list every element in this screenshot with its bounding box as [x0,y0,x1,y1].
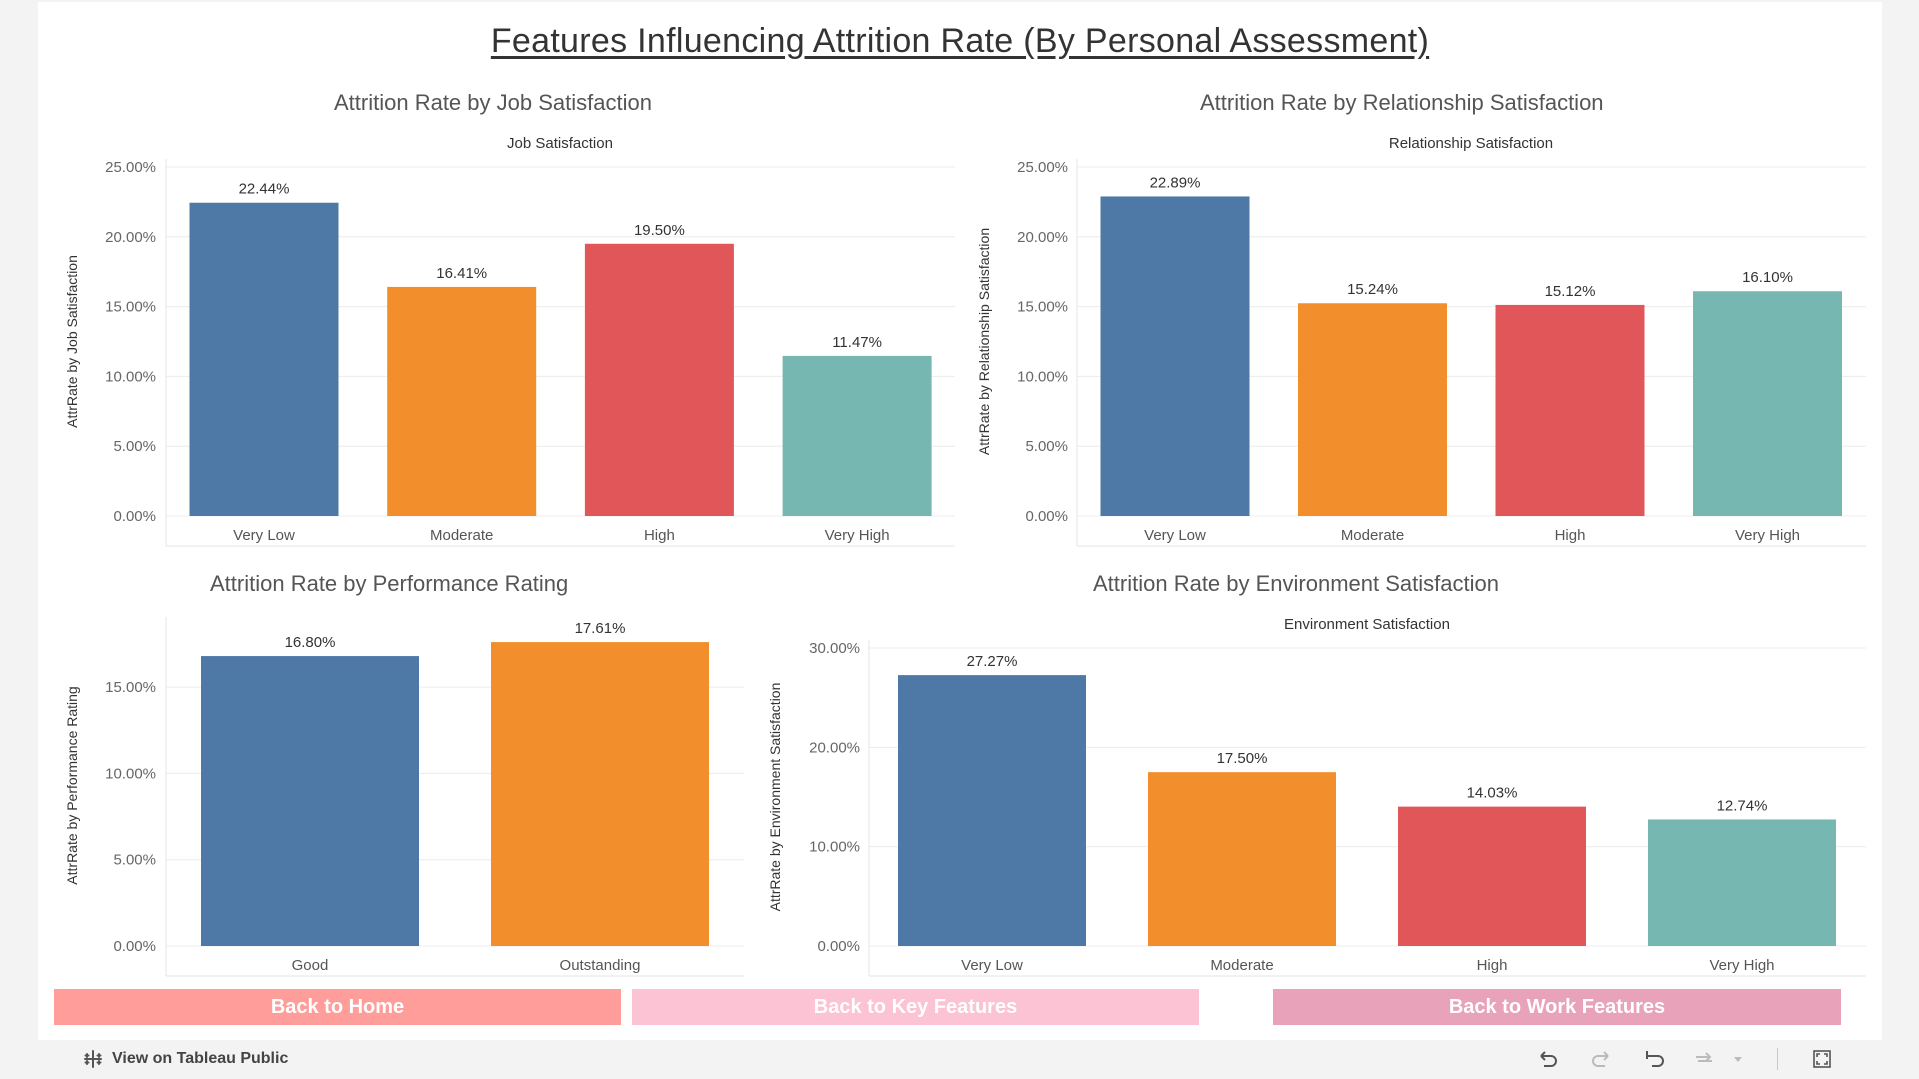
y-tick-label: 30.00% [809,640,860,657]
bar [1693,291,1842,516]
data-label: 15.24% [1347,281,1398,298]
bar [1398,806,1586,946]
y-tick-label: 5.00% [1025,438,1068,455]
charts-layer: 0.00% 5.00% 10.00% 15.00% 20.00% 25.00% Job Sa… [64,135,1866,977]
page-title: Features Influencing Attrition Rate (By … [490,22,1430,60]
x-tick-label: High [1477,957,1508,974]
data-label: 22.89% [1150,174,1201,191]
bar [898,675,1086,946]
data-label: 17.50% [1217,750,1268,767]
x-tick-label: Very Low [233,527,295,544]
bar [1495,304,1645,516]
dropdown-icon[interactable] [1725,1046,1751,1072]
y-axis-label: AttrRate by Job Satisfaction [64,255,80,428]
back-to-home-button[interactable]: Back to Home [54,989,621,1025]
footer-toolbar: View on Tableau Public [0,1040,1919,1079]
y-tick-label: 20.00% [1017,229,1068,246]
panel-title-job-satisfaction: Attrition Rate by Job Satisfaction [334,90,652,115]
x-tick-label: Very High [825,527,890,544]
y-tick-label: 25.00% [105,159,156,176]
tableau-logo-icon [84,1050,102,1068]
panel-title-environment-satisfaction: Attrition Rate by Environment Satisfacti… [1093,571,1499,596]
x-tick-label: Very Low [1144,527,1206,544]
data-label: 16.41% [436,265,487,282]
y-tick-label: 10.00% [105,765,156,782]
data-label: 15.12% [1545,283,1596,300]
chart-subtitle: Environment Satisfaction [1284,616,1450,633]
data-label: 16.10% [1742,269,1793,286]
x-tick-label: Moderate [1341,527,1404,544]
y-tick-label: 0.00% [817,938,860,955]
bar [1100,196,1250,516]
bar [1648,819,1836,946]
x-tick-label: Outstanding [560,957,641,974]
x-tick-label: Moderate [1210,957,1273,974]
y-axis-label: AttrRate by Environment Satisfaction [767,683,783,912]
y-tick-label: 15.00% [1017,299,1068,316]
redo-icon[interactable] [1588,1046,1614,1072]
y-tick-label: 0.00% [113,508,156,525]
data-label: 17.61% [575,620,626,637]
chart-subtitle: Relationship Satisfaction [1389,135,1553,152]
x-tick-label: Good [292,957,329,974]
bar [491,642,709,946]
y-tick-label: 10.00% [105,368,156,385]
back-to-work-features-button[interactable]: Back to Work Features [1273,989,1841,1025]
y-tick-label: 20.00% [809,739,860,756]
y-tick-label: 25.00% [1017,159,1068,176]
panel-title-performance-rating: Attrition Rate by Performance Rating [210,571,569,596]
x-tick-label: Very High [1709,957,1774,974]
y-axis-label: AttrRate by Relationship Satisfaction [976,228,992,455]
y-axis-label: AttrRate by Performance Rating [64,686,80,884]
data-label: 16.80% [285,634,336,651]
data-label: 27.27% [967,653,1018,670]
y-tick-label: 15.00% [105,679,156,696]
revert-icon[interactable] [1642,1046,1668,1072]
y-tick-label: 0.00% [1025,508,1068,525]
y-tick-label: 15.00% [105,299,156,316]
data-label: 14.03% [1467,785,1518,802]
x-tick-label: Very High [1735,527,1800,544]
y-tick-label: 10.00% [1017,368,1068,385]
x-tick-label: Moderate [430,527,493,544]
panel-title-relationship-satisfaction: Attrition Rate by Relationship Satisfact… [1200,90,1604,115]
y-tick-label: 20.00% [105,229,156,246]
chart-subtitle: Job Satisfaction [507,135,613,152]
bar [1148,772,1336,946]
bar [201,656,419,946]
refresh-icon[interactable] [1691,1046,1717,1072]
bar [387,286,537,516]
x-tick-label: High [1555,527,1586,544]
bar [1298,303,1447,516]
data-label: 19.50% [634,222,685,239]
back-to-key-features-button[interactable]: Back to Key Features [632,989,1199,1025]
y-tick-label: 5.00% [113,852,156,869]
data-label: 22.44% [239,181,290,198]
bar [584,243,734,516]
toolbar-divider [1777,1048,1778,1070]
data-label: 12.74% [1717,797,1768,814]
undo-icon[interactable] [1535,1046,1561,1072]
y-tick-label: 0.00% [113,938,156,955]
x-tick-label: High [644,527,675,544]
y-tick-label: 10.00% [809,839,860,856]
x-tick-label: Very Low [961,957,1023,974]
view-on-tableau-link[interactable]: View on Tableau Public [82,1048,288,1070]
view-on-tableau-label: View on Tableau Public [112,1050,289,1067]
data-label: 11.47% [832,334,882,351]
fullscreen-icon[interactable] [1809,1046,1835,1072]
bar [782,355,932,516]
bar [189,202,339,516]
y-tick-label: 5.00% [113,438,156,455]
